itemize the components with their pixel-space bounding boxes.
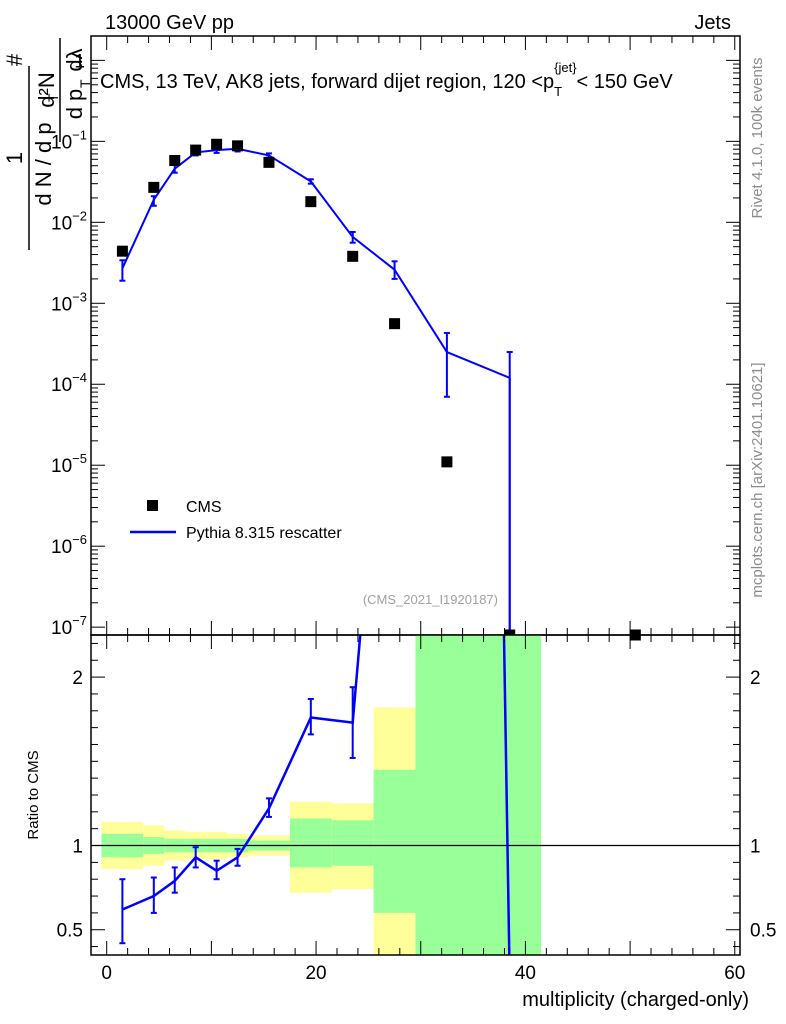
main-y-tick-base: 10 <box>51 132 72 153</box>
ratio-y-tick-label: 2 <box>72 668 83 689</box>
cms-data-point <box>116 245 128 257</box>
ratio-y-tick-label: 0.5 <box>57 921 83 942</box>
cms-data-point <box>190 144 202 156</box>
main-y-tick-label: 10−4 <box>51 370 87 396</box>
plot-title-tail: < 150 GeV <box>577 71 674 93</box>
legend: CMS Pythia 8.315 rescatter <box>130 499 342 542</box>
main-y-tick-label: 10−3 <box>51 289 87 315</box>
ratio-uncertainty-bands <box>101 635 542 955</box>
ratio-y-tick-label-right: 1 <box>750 837 761 858</box>
main-y-tick-exponent: −7 <box>72 613 87 628</box>
ratio-y-tick-label: 1 <box>72 837 83 858</box>
main-x-ticks <box>106 36 736 635</box>
pythia-curve <box>121 147 511 635</box>
ratio-panel: 0.5 0.5 1 1 2 2 0 20 40 60 Ratio to CMS multipli… <box>25 634 776 1011</box>
main-y-tick-label: 1 <box>74 51 85 72</box>
cms-data-point <box>389 318 401 330</box>
main-y-tick-base: 1 <box>74 51 85 72</box>
x-axis-label: multiplicity (charged-only) <box>522 989 749 1011</box>
plot-title: CMS, 13 TeV, AK8 jets, forward dijet reg… <box>100 60 673 99</box>
ylabel-hash: # <box>2 53 27 66</box>
ratio-x-tick-label: 60 <box>724 963 745 984</box>
main-y-ticks: 10−710−610−510−410−310−210−11 <box>51 35 740 639</box>
main-y-tick-base: 10 <box>51 537 72 558</box>
ratio-y-axis-label: Ratio to CMS <box>25 750 42 839</box>
energy-label: 13000 GeV pp <box>105 12 234 34</box>
ratio-stat-uncertainty-band <box>331 820 374 866</box>
ratio-stat-uncertainty-band <box>289 818 332 868</box>
cms-data-point <box>211 138 223 150</box>
cms-data-point <box>232 140 244 152</box>
main-data-layer <box>116 138 641 641</box>
main-y-tick-exponent: −1 <box>72 127 87 142</box>
plot-title-sup: {jet} <box>554 60 577 75</box>
main-y-tick-base: 10 <box>51 618 72 639</box>
main-y-tick-exponent: −5 <box>72 451 87 466</box>
cms-data-point <box>441 456 453 468</box>
ylabel-frac-den-sub: T <box>45 93 61 102</box>
main-y-tick-label: 10−7 <box>51 613 87 639</box>
rivet-version-label: Rivet 4.1.0, 100k events <box>749 58 766 219</box>
main-y-tick-label: 10−6 <box>51 532 87 558</box>
ratio-y-ticks: 0.5 0.5 1 1 2 2 <box>57 642 776 948</box>
process-label: Jets <box>694 12 731 34</box>
legend-label-cms: CMS <box>186 499 222 516</box>
cms-data-point <box>347 250 359 262</box>
plot-title-main: CMS, 13 TeV, AK8 jets, forward dijet reg… <box>100 71 554 93</box>
ratio-data-layer <box>119 635 511 955</box>
ylabel-den-extra: dλ <box>62 48 87 71</box>
ylabel-frac-num: 1 <box>2 152 27 164</box>
ratio-x-tick-label: 40 <box>515 963 536 984</box>
ratio-x-tick-label: 0 <box>101 963 112 984</box>
ratio-curve <box>121 635 511 955</box>
legend-marker-cms <box>147 500 158 511</box>
ratio-stat-uncertainty-band <box>373 769 416 913</box>
main-y-tick-label: 10−1 <box>51 127 87 153</box>
main-y-tick-exponent: −4 <box>72 370 87 385</box>
plot-title-sub: T <box>554 84 562 99</box>
cms-data-point <box>263 156 275 168</box>
analysis-tag: (CMS_2021_I1920187) <box>363 592 498 607</box>
ratio-stat-uncertainty-band <box>415 635 542 955</box>
mcplots-label: mcplots.cern.ch [arXiv:2401.10621] <box>749 362 766 597</box>
main-y-tick-base: 10 <box>51 375 72 396</box>
cms-data-point <box>169 154 181 166</box>
main-y-tick-label: 10−2 <box>51 208 87 234</box>
ylabel-frac-den: d N / d p <box>31 122 56 205</box>
main-y-tick-base: 10 <box>51 294 72 315</box>
main-y-tick-exponent: −2 <box>72 208 87 223</box>
ratio-x-ticks: 0 20 40 60 <box>101 635 745 984</box>
ratio-y-tick-label-right: 2 <box>750 668 761 689</box>
main-plot-frame <box>90 35 741 636</box>
cms-data-point <box>305 196 317 208</box>
cms-data-point <box>148 181 160 193</box>
ratio-y-tick-label-right: 0.5 <box>750 921 776 942</box>
legend-label-pythia: Pythia 8.315 rescatter <box>186 525 342 542</box>
main-panel: 10−710−610−510−410−310−210−11 CMS, 13 Te… <box>51 35 741 641</box>
main-y-tick-base: 10 <box>51 456 72 477</box>
ratio-x-tick-label: 20 <box>305 963 326 984</box>
main-y-tick-exponent: −6 <box>72 532 87 547</box>
main-y-axis-label: 1 d N / d p T # d²N d p T dλ <box>2 38 93 250</box>
ylabel-num: d²N <box>34 72 59 107</box>
main-y-tick-exponent: −3 <box>72 289 87 304</box>
main-y-tick-label: 10−5 <box>51 451 87 477</box>
ylabel-den-sub: T <box>77 79 93 88</box>
main-y-tick-base: 10 <box>51 213 72 234</box>
ylabel-den: d p <box>62 89 87 120</box>
